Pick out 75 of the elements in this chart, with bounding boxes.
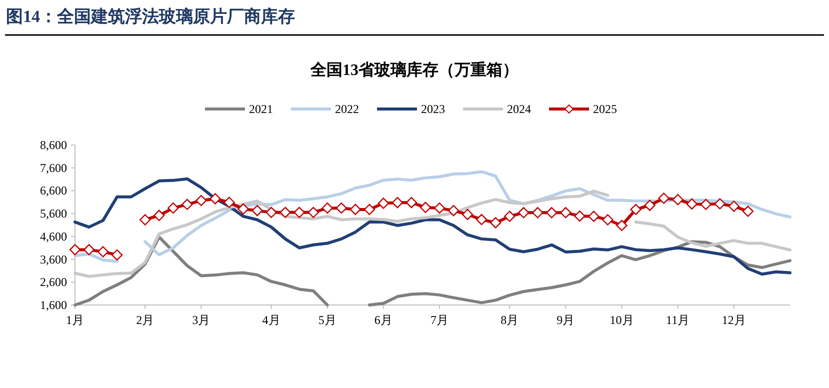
point — [308, 206, 319, 218]
point — [532, 207, 544, 218]
y-tick-label: 7,600 — [40, 160, 67, 175]
point — [434, 202, 446, 214]
point — [714, 198, 726, 210]
x-tick-label: 1月 — [66, 313, 84, 327]
point — [224, 196, 235, 208]
point — [616, 220, 628, 232]
point — [630, 204, 642, 216]
point — [658, 192, 670, 204]
point — [364, 204, 376, 216]
point — [420, 202, 432, 213]
point — [490, 217, 502, 228]
point — [462, 208, 474, 220]
y-tick-label: 3,600 — [40, 252, 67, 266]
y-tick-label: 4,600 — [40, 229, 67, 244]
y-tick-label: 6,600 — [40, 184, 67, 198]
chart-title: 图14：全国建筑浮法玻璃原片厂商库存 — [6, 7, 295, 26]
point — [154, 210, 165, 221]
point — [294, 206, 305, 218]
point — [686, 198, 698, 210]
point — [476, 214, 488, 226]
point — [588, 210, 600, 222]
y-tick-label: 8,600 — [40, 138, 67, 152]
point — [742, 206, 754, 217]
legend-label: 2024 — [507, 102, 531, 116]
legend-label: 2022 — [335, 102, 359, 116]
x-tick-label: 11月 — [666, 313, 690, 327]
chart-subtitle: 全国13省玻璃库存（万重箱） — [310, 61, 518, 79]
legend-label: 2021 — [249, 102, 273, 116]
point — [546, 207, 558, 218]
point — [252, 205, 263, 216]
point — [378, 198, 390, 209]
point — [392, 197, 404, 208]
x-tick-label: 2月 — [136, 313, 154, 327]
x-tick-label: 4月 — [262, 313, 280, 327]
point — [560, 207, 572, 218]
y-tick-label: 2,600 — [40, 275, 67, 290]
point — [168, 202, 179, 214]
point — [210, 193, 221, 204]
x-tick-label: 7月 — [430, 313, 449, 327]
y-tick-label: 5,600 — [40, 206, 67, 221]
point — [574, 210, 586, 222]
point — [700, 198, 712, 210]
point — [728, 200, 740, 212]
point — [602, 214, 614, 226]
y-tick-label: 1,600 — [40, 298, 67, 312]
point — [644, 200, 656, 211]
point — [672, 194, 684, 206]
point — [448, 205, 460, 216]
x-tick-label: 10月 — [610, 313, 634, 327]
point — [140, 214, 151, 226]
point — [266, 206, 277, 218]
point — [406, 197, 418, 208]
point — [518, 207, 530, 218]
point — [83, 244, 95, 256]
x-tick-label: 8月 — [500, 313, 519, 327]
x-tick-label: 6月 — [374, 313, 392, 327]
legend-label: 2023 — [421, 102, 445, 116]
x-tick-label: 5月 — [318, 313, 336, 327]
point — [336, 202, 347, 214]
point — [280, 206, 291, 218]
point — [504, 210, 516, 222]
point — [69, 244, 81, 256]
x-tick-label: 3月 — [192, 313, 210, 327]
legend-label: 2025 — [593, 102, 617, 116]
x-tick-label: 12月 — [722, 313, 746, 327]
point — [238, 203, 249, 215]
point — [111, 249, 123, 261]
point — [196, 194, 207, 206]
point — [97, 246, 109, 258]
point — [182, 198, 193, 210]
point — [322, 202, 333, 214]
x-tick-label: 9月 — [556, 313, 575, 327]
point — [350, 204, 361, 216]
